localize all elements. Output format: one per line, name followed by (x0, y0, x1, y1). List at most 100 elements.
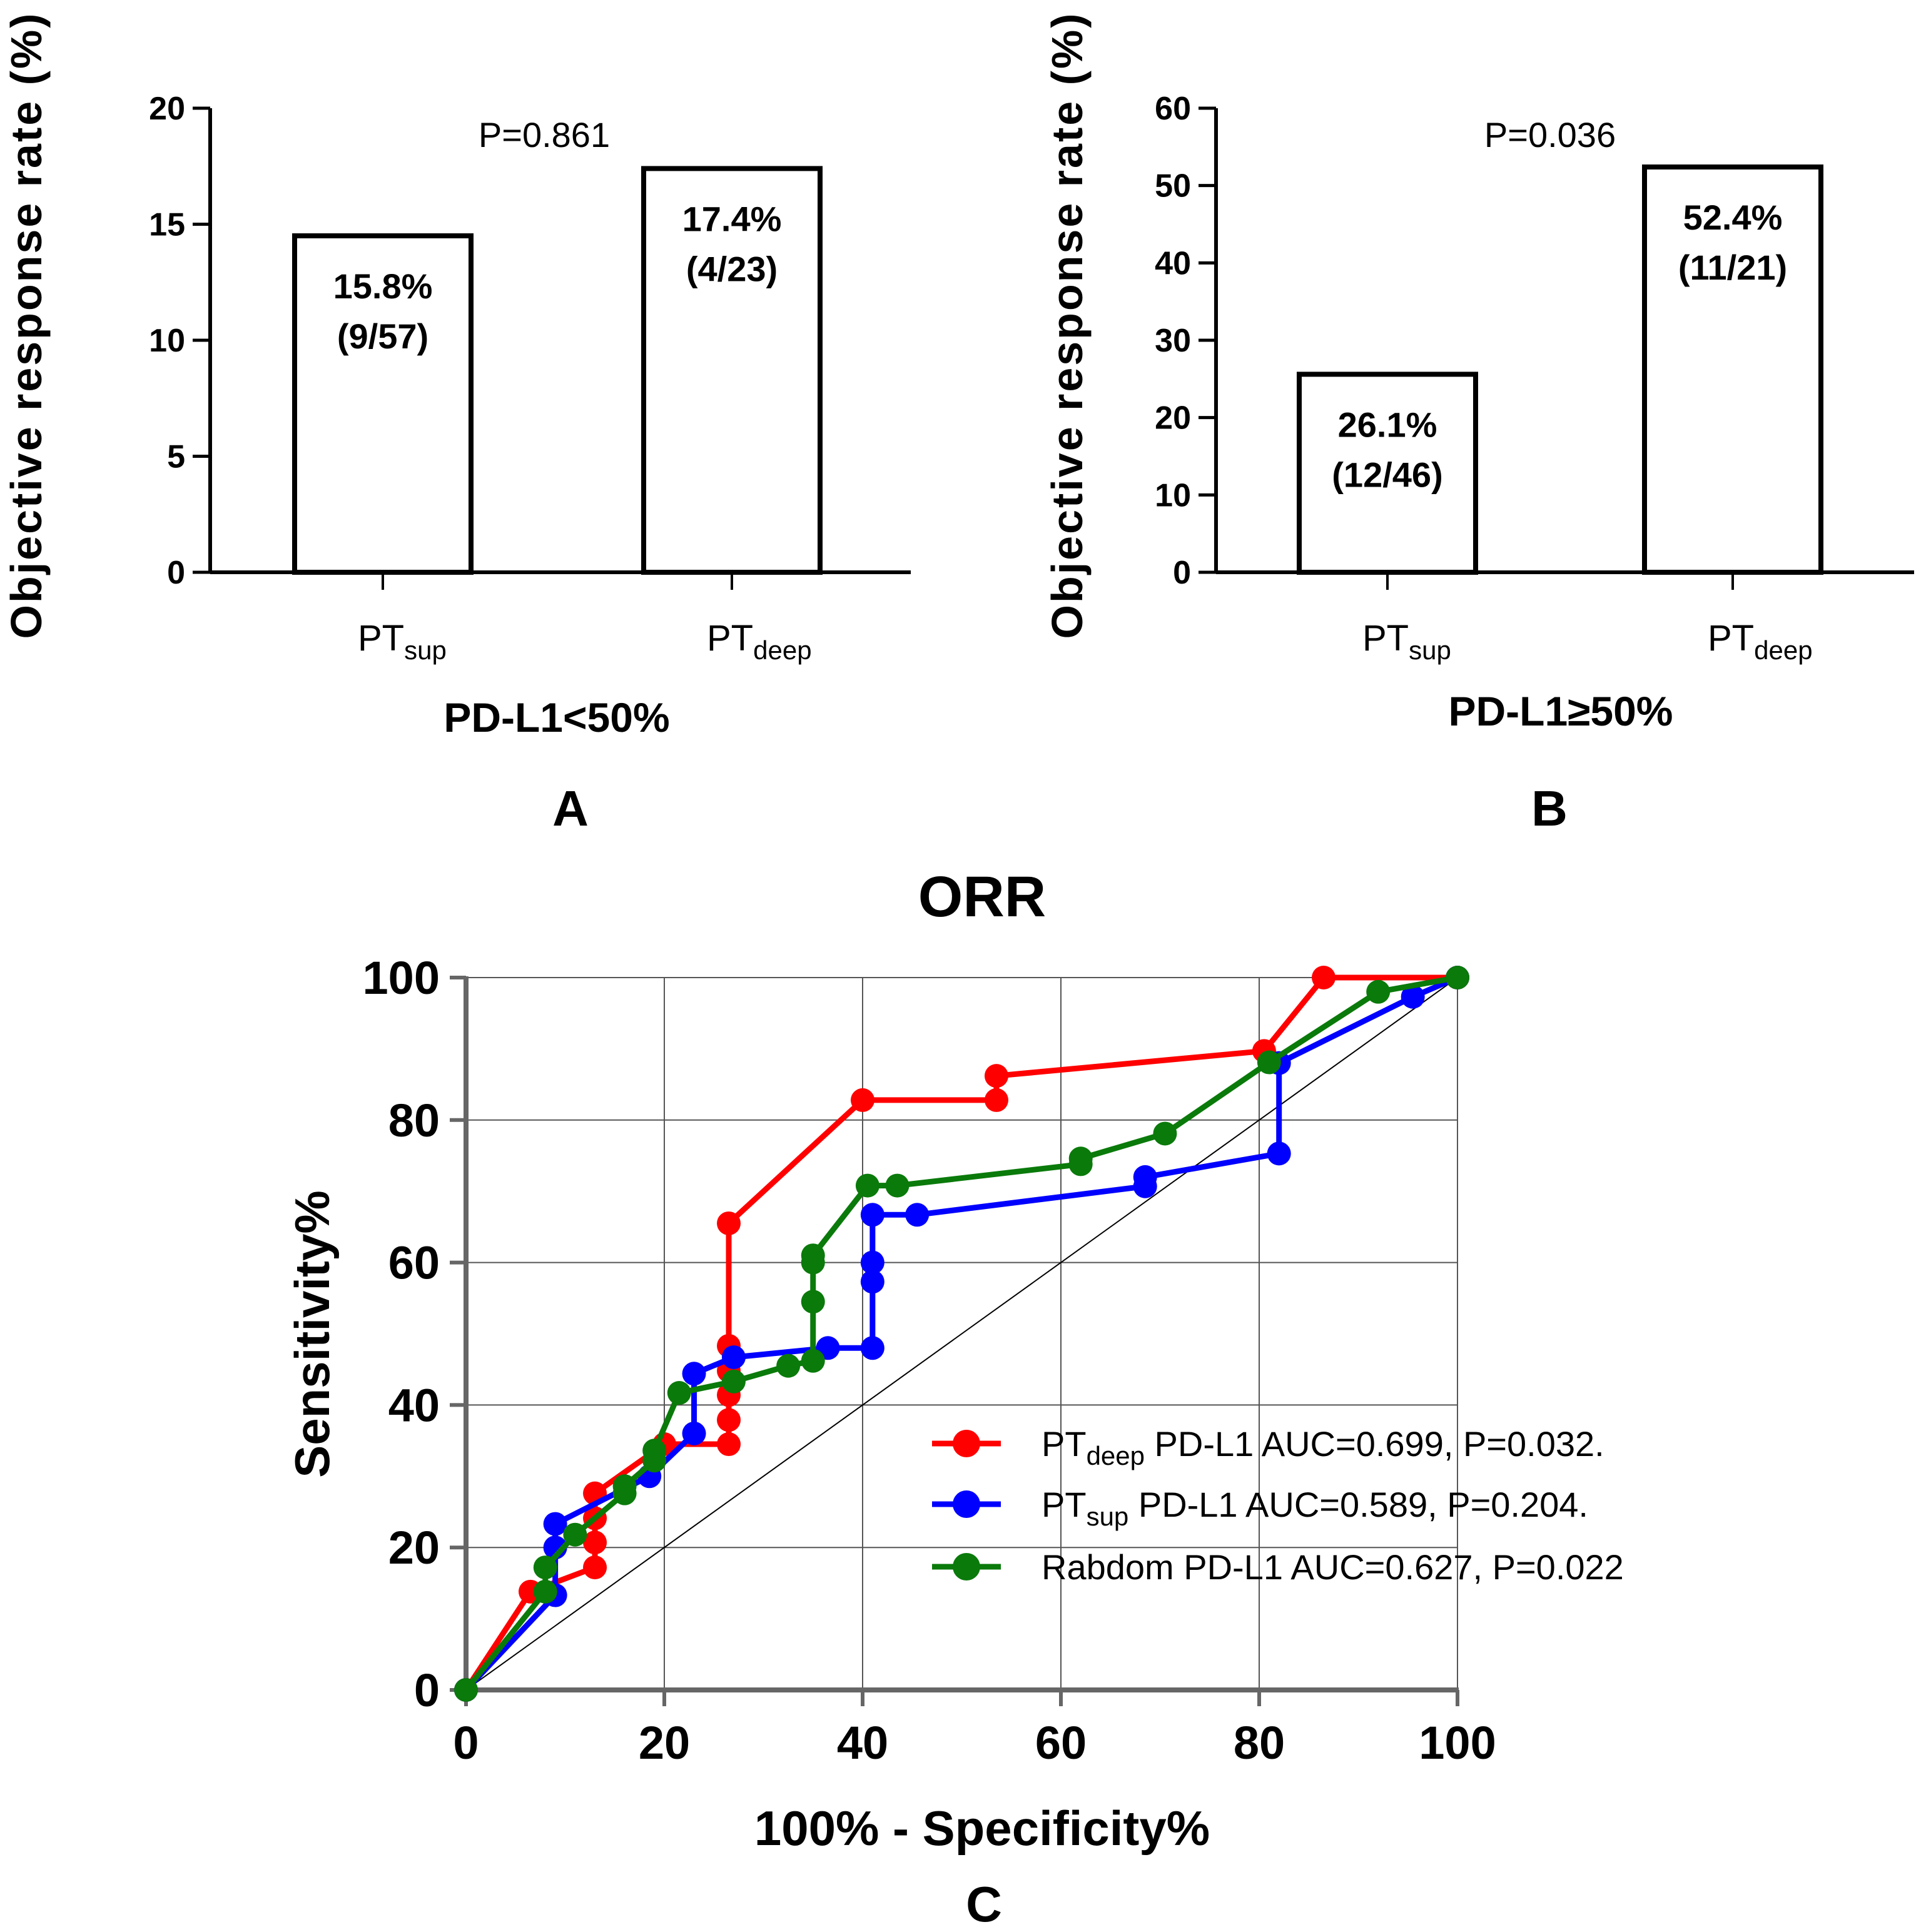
panel-b-p-value: P=0.036 (1484, 115, 1616, 154)
roc-point-green (801, 1243, 825, 1268)
x-category-label: PTdeep (707, 618, 812, 665)
roc-point-red (717, 1211, 741, 1235)
roc-point-blue (1401, 984, 1425, 1009)
y-tick-label: 40 (1155, 245, 1191, 281)
panel-a-group-label: PD-L1<50% (444, 694, 669, 741)
y-tick-label: 0 (167, 555, 185, 591)
y-tick-label: 20 (149, 91, 185, 127)
legend-label-red: PTdeep PD-L1 AUC=0.699, P=0.032. (1042, 1424, 1604, 1470)
x-tick-label: 40 (837, 1717, 888, 1769)
y-tick-label: 10 (149, 323, 185, 359)
x-category-label: PTsup (1362, 618, 1451, 665)
roc-point-green (563, 1522, 587, 1547)
roc-point-blue (1133, 1165, 1157, 1189)
x-category-label: PTsup (358, 618, 447, 665)
y-tick-label: 60 (1155, 91, 1191, 127)
panel-b-y-axis-label: Objective response rate (%) (1043, 12, 1092, 639)
bar-value-label: 26.1% (1338, 405, 1437, 444)
roc-point-green (454, 1678, 478, 1702)
x-tick-label: 20 (639, 1717, 690, 1769)
roc-point-green (1257, 1050, 1281, 1075)
roc-point-blue (905, 1203, 930, 1227)
roc-point-green (721, 1369, 746, 1393)
y-tick-label: 10 (1155, 477, 1191, 513)
roc-point-blue (860, 1250, 884, 1275)
roc-point-green (1068, 1146, 1093, 1171)
x-tick-label: 100 (1419, 1717, 1496, 1769)
legend-label-blue: PTsup PD-L1 AUC=0.589, P=0.204. (1042, 1485, 1588, 1531)
panel-b-bar-chart: Objective response rate (%) 0 10 20 30 40 50 6… (1043, 12, 1914, 836)
roc-point-green (1366, 979, 1391, 1004)
bar (1297, 372, 1478, 575)
roc-point-blue (860, 1336, 884, 1360)
legend-marker-red (953, 1430, 980, 1457)
roc-point-green (667, 1381, 691, 1405)
roc-point-blue (682, 1421, 706, 1445)
y-tick-label: 20 (1155, 400, 1191, 437)
panel-b-letter: B (1531, 781, 1568, 836)
panel-c-roc-chart: ORR 0 20 40 60 80 100 0 20 40 60 80 100 Sensitivity… (285, 865, 1624, 1932)
panel-b-group-label: PD-L1≥50% (1448, 688, 1673, 734)
panel-a-y-axis-label: Objective response rate (%) (2, 12, 51, 639)
y-tick-label: 100 (363, 952, 440, 1004)
roc-point-blue (1267, 1141, 1291, 1166)
y-tick-label: 15 (149, 207, 185, 243)
panel-c-y-axis-label: Sensitivity% (285, 1190, 340, 1478)
roc-point-green (533, 1579, 557, 1604)
roc-line-blue (464, 974, 1459, 1692)
y-tick-label: 5 (167, 439, 185, 475)
y-tick-label: 20 (388, 1522, 440, 1574)
roc-point-blue (543, 1512, 567, 1536)
bar-count-label: (9/57) (337, 316, 428, 356)
roc-point-green (612, 1474, 637, 1499)
panel-c-title: ORR (918, 865, 1046, 929)
roc-point-red (1312, 966, 1336, 989)
x-tick-label: 60 (1035, 1717, 1087, 1769)
panel-a-p-value: P=0.861 (479, 115, 610, 154)
panel-a-bar-chart: Objective response rate (%) 0 5 10 15 20 15.… (2, 12, 911, 836)
roc-point-green (885, 1173, 910, 1198)
roc-point-green (776, 1353, 801, 1378)
bar-value-label: 15.8% (333, 266, 433, 306)
bar-count-label: (11/21) (1678, 248, 1787, 287)
roc-point-green (855, 1173, 879, 1198)
roc-point-red (984, 1064, 1008, 1088)
roc-point-red (851, 1088, 874, 1112)
roc-point-blue (721, 1345, 746, 1370)
x-tick-label: 0 (453, 1717, 479, 1769)
y-tick-label: 80 (388, 1095, 440, 1146)
legend-label-green: Rabdom PD-L1 AUC=0.627, P=0.022 (1042, 1547, 1624, 1587)
panel-c-legend: PTdeep PD-L1 AUC=0.699, P=0.032. PTsup PD… (932, 1424, 1624, 1587)
roc-point-green (642, 1439, 667, 1463)
roc-point-red (717, 1432, 741, 1457)
y-tick-label: 40 (388, 1379, 440, 1431)
roc-point-green (533, 1555, 557, 1580)
panel-c-reference-diagonal (465, 977, 1458, 1691)
bar-value-label: 52.4% (1683, 198, 1783, 237)
y-tick-label: 30 (1155, 323, 1191, 359)
y-tick-label: 0 (414, 1664, 440, 1716)
roc-point-red (583, 1530, 607, 1555)
legend-marker-blue (953, 1490, 980, 1518)
roc-point-red (717, 1408, 741, 1432)
bar-value-label: 17.4% (682, 199, 782, 238)
y-tick-label: 60 (388, 1237, 440, 1289)
roc-point-blue (860, 1270, 884, 1294)
roc-point-blue (682, 1362, 706, 1386)
panel-c-letter: C (966, 1876, 1002, 1932)
roc-point-blue (860, 1203, 884, 1227)
panel-c-x-axis-label: 100% - Specificity% (754, 1801, 1210, 1856)
roc-point-green (801, 1290, 825, 1314)
panel-a-letter: A (552, 781, 589, 836)
roc-point-red (583, 1555, 607, 1580)
bar-count-label: (12/46) (1332, 455, 1442, 494)
bar (1642, 164, 1823, 575)
roc-point-green (1446, 966, 1469, 989)
bar-count-label: (4/23) (686, 249, 778, 288)
roc-point-red (984, 1088, 1008, 1112)
roc-point-green (1153, 1121, 1177, 1146)
y-tick-label: 0 (1173, 555, 1191, 591)
x-category-label: PTdeep (1708, 618, 1813, 665)
roc-point-green (801, 1348, 825, 1373)
